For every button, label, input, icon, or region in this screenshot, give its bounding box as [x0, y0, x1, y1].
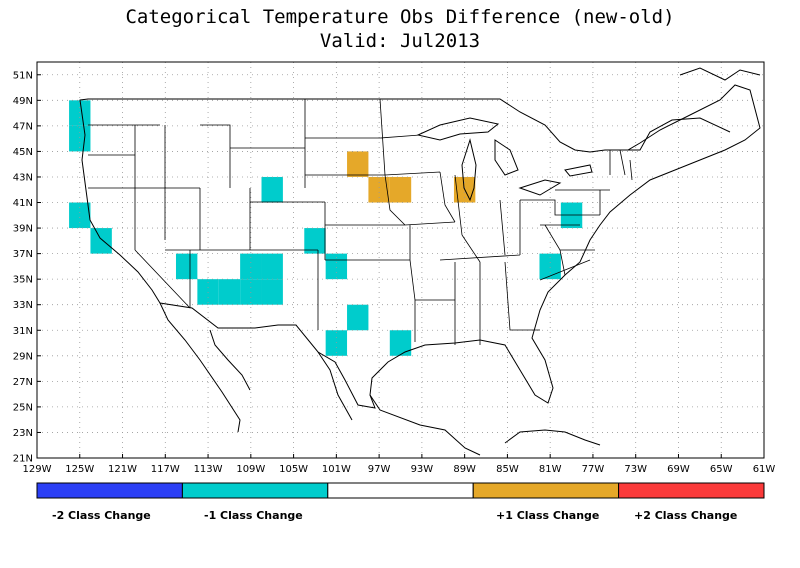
lat-tick-label: 25N	[13, 402, 33, 413]
legend-swatch-plus2	[618, 482, 765, 499]
lon-tick-label: 121W	[108, 464, 137, 475]
lon-tick-label: 97W	[368, 464, 391, 475]
legend-swatch-minus1	[181, 482, 329, 499]
lat-tick-label: 33N	[13, 300, 33, 311]
class-change-cell-minus1	[304, 228, 326, 254]
lon-tick-label: 113W	[194, 464, 223, 475]
cuba-outline	[504, 429, 601, 446]
class-change-cells	[69, 100, 583, 356]
lat-tick-label: 21N	[13, 454, 33, 465]
lat-tick-label: 31N	[13, 326, 33, 337]
class-change-cell-minus1	[261, 176, 283, 203]
class-change-cell-plus1	[368, 176, 390, 203]
legend-label-plus1: +1 Class Change	[496, 509, 600, 522]
lat-tick-label: 29N	[13, 351, 33, 362]
lat-tick-label: 41N	[13, 198, 33, 209]
lon-tick-label: 73W	[624, 464, 647, 475]
lon-tick-label: 65W	[710, 464, 733, 475]
lon-tick-label: 93W	[411, 464, 434, 475]
lon-tick-label: 125W	[65, 464, 94, 475]
lake-ontario	[564, 164, 593, 177]
lon-tick-label: 101W	[322, 464, 351, 475]
lat-tick-label: 49N	[13, 96, 33, 107]
legend-label-plus2: +2 Class Change	[634, 509, 738, 522]
lat-tick-label: 47N	[13, 121, 33, 132]
lat-tick-label: 51N	[13, 70, 33, 81]
mexico-coast	[317, 351, 481, 456]
lon-tick-label: 69W	[667, 464, 690, 475]
legend-swatch-minus2	[36, 482, 183, 499]
lat-lon-grid	[36, 62, 765, 459]
us-outline	[79, 84, 761, 409]
lon-tick-label: 129W	[23, 464, 52, 475]
lon-tick-label: 109W	[236, 464, 265, 475]
lon-tick-label: 117W	[151, 464, 180, 475]
class-change-cell-minus1	[90, 228, 112, 254]
lat-tick-label: 27N	[13, 377, 33, 388]
map-title: Categorical Temperature Obs Difference (…	[125, 6, 675, 28]
class-change-cell-minus1	[240, 279, 262, 305]
lake-huron	[494, 139, 519, 176]
class-change-cell-plus1	[347, 151, 369, 177]
class-change-cell-minus1	[218, 279, 241, 305]
class-change-cell-minus1	[197, 279, 219, 305]
lake-superior	[416, 117, 500, 141]
class-change-cell-minus1	[240, 253, 262, 280]
class-change-cell-minus1	[539, 253, 561, 280]
lake-erie	[518, 179, 562, 196]
class-change-cell-minus1	[347, 304, 369, 331]
legend-label-minus2: -2 Class Change	[52, 509, 151, 522]
lat-tick-label: 43N	[13, 172, 33, 183]
class-change-cell-plus1	[389, 176, 412, 203]
lon-tick-label: 81W	[539, 464, 562, 475]
class-change-cell-minus1	[261, 253, 283, 280]
class-change-cell-minus1	[389, 330, 412, 356]
lon-tick-label: 61W	[753, 464, 776, 475]
class-change-cell-minus1	[261, 279, 283, 305]
axis-labels: 51N 49N 47N 45N 43N 41N 39N 37N 35N 33N 31N 29N 27N 2…	[13, 70, 776, 475]
legend-swatches	[36, 482, 765, 499]
us-boundaries	[79, 67, 761, 456]
lon-tick-label: 77W	[582, 464, 605, 475]
lon-tick-label: 85W	[496, 464, 519, 475]
legend-label-minus1: -1 Class Change	[204, 509, 303, 522]
legend-bar	[36, 482, 765, 499]
class-change-cell-minus1	[325, 330, 348, 356]
lon-tick-label: 105W	[279, 464, 308, 475]
lat-tick-label: 23N	[13, 428, 33, 439]
map-frame	[36, 61, 765, 459]
class-change-cell-minus1	[69, 202, 91, 229]
lat-tick-label: 35N	[13, 275, 33, 286]
map-subtitle: Valid: Jul2013	[319, 30, 481, 52]
lon-tick-label: 89W	[453, 464, 476, 475]
legend-swatch-plus1	[472, 482, 620, 499]
lake-michigan	[461, 138, 477, 202]
canada-east	[628, 67, 761, 151]
class-change-cell-minus1	[69, 100, 91, 126]
state-lines	[88, 98, 633, 345]
lat-tick-label: 37N	[13, 249, 33, 260]
lat-tick-label: 45N	[13, 147, 33, 158]
baja-outline	[159, 302, 251, 433]
legend-swatch-zero	[327, 482, 474, 499]
lat-tick-label: 39N	[13, 224, 33, 235]
class-change-cell-minus1	[175, 253, 198, 280]
